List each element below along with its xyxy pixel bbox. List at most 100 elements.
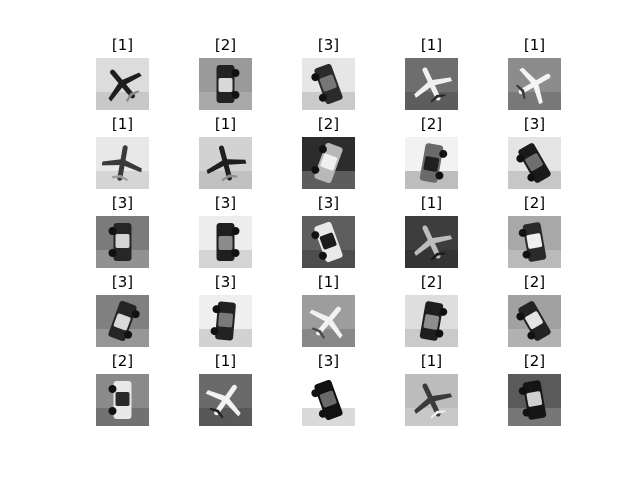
class-label: [2] bbox=[111, 352, 134, 370]
thumbnail-image bbox=[199, 374, 252, 426]
thumbnail-image bbox=[405, 216, 458, 268]
class-label: [1] bbox=[420, 194, 443, 212]
class-label: [1] bbox=[420, 352, 443, 370]
grid-cell: [1] bbox=[199, 351, 252, 430]
class-label: [3] bbox=[317, 36, 340, 54]
thumbnail-svg bbox=[405, 374, 458, 426]
thumbnail-image bbox=[508, 295, 561, 347]
thumbnail-image bbox=[199, 295, 252, 347]
grid-cell: [2] bbox=[96, 351, 149, 430]
class-label: [2] bbox=[420, 115, 443, 133]
thumbnail-svg bbox=[199, 295, 252, 347]
thumbnail-svg bbox=[508, 295, 561, 347]
thumbnail-svg bbox=[508, 374, 561, 426]
class-label: [3] bbox=[111, 273, 134, 291]
thumbnail-image bbox=[96, 295, 149, 347]
thumbnail-svg bbox=[508, 216, 561, 268]
thumbnail-svg bbox=[96, 216, 149, 268]
class-label: [2] bbox=[523, 273, 546, 291]
class-label: [1] bbox=[523, 36, 546, 54]
thumbnail-image bbox=[302, 58, 355, 110]
grid-cell: [1] bbox=[96, 35, 149, 114]
class-label: [2] bbox=[523, 352, 546, 370]
grid-cell: [1] bbox=[96, 114, 149, 193]
thumbnail-image bbox=[508, 216, 561, 268]
class-label: [2] bbox=[523, 194, 546, 212]
class-label: [3] bbox=[317, 194, 340, 212]
grid-cell: [2] bbox=[199, 35, 252, 114]
grid-cell: [3] bbox=[199, 193, 252, 272]
thumbnail-grid: [1] [2] [3] [1] [1] [1] [1] [2] [2] [3] [3] [3] [3] [… bbox=[96, 35, 561, 430]
thumbnail-svg bbox=[96, 137, 149, 189]
thumbnail-svg bbox=[508, 58, 561, 110]
thumbnail-svg bbox=[199, 216, 252, 268]
grid-cell: [3] bbox=[302, 193, 355, 272]
grid-cell: [1] bbox=[405, 35, 458, 114]
thumbnail-image bbox=[405, 137, 458, 189]
grid-cell: [2] bbox=[508, 351, 561, 430]
grid-cell: [3] bbox=[96, 193, 149, 272]
class-label: [2] bbox=[420, 273, 443, 291]
grid-cell: [2] bbox=[508, 193, 561, 272]
thumbnail-image bbox=[96, 137, 149, 189]
grid-cell: [1] bbox=[508, 35, 561, 114]
thumbnail-svg bbox=[302, 216, 355, 268]
thumbnail-image bbox=[302, 295, 355, 347]
thumbnail-svg bbox=[405, 295, 458, 347]
class-label: [1] bbox=[214, 352, 237, 370]
class-label: [1] bbox=[214, 115, 237, 133]
grid-cell: [1] bbox=[199, 114, 252, 193]
grid-cell: [2] bbox=[405, 272, 458, 351]
thumbnail-svg bbox=[405, 58, 458, 110]
thumbnail-svg bbox=[508, 137, 561, 189]
thumbnail-image bbox=[302, 374, 355, 426]
class-label: [1] bbox=[420, 36, 443, 54]
grid-cell: [2] bbox=[508, 272, 561, 351]
grid-cell: [2] bbox=[405, 114, 458, 193]
thumbnail-image bbox=[199, 58, 252, 110]
thumbnail-image bbox=[405, 374, 458, 426]
grid-cell: [3] bbox=[302, 35, 355, 114]
class-label: [3] bbox=[523, 115, 546, 133]
class-label: [3] bbox=[317, 352, 340, 370]
thumbnail-image bbox=[508, 374, 561, 426]
grid-cell: [1] bbox=[405, 193, 458, 272]
thumbnail-svg bbox=[199, 137, 252, 189]
class-label: [3] bbox=[111, 194, 134, 212]
thumbnail-svg bbox=[199, 374, 252, 426]
grid-cell: [1] bbox=[302, 272, 355, 351]
thumbnail-svg bbox=[405, 137, 458, 189]
thumbnail-svg bbox=[96, 295, 149, 347]
class-label: [2] bbox=[317, 115, 340, 133]
class-label: [3] bbox=[214, 273, 237, 291]
thumbnail-svg bbox=[405, 216, 458, 268]
class-label: [3] bbox=[214, 194, 237, 212]
thumbnail-svg bbox=[302, 137, 355, 189]
thumbnail-image bbox=[199, 216, 252, 268]
thumbnail-image bbox=[508, 137, 561, 189]
thumbnail-svg bbox=[302, 374, 355, 426]
thumbnail-svg bbox=[302, 295, 355, 347]
grid-cell: [2] bbox=[302, 114, 355, 193]
grid-cell: [1] bbox=[405, 351, 458, 430]
grid-cell: [3] bbox=[199, 272, 252, 351]
thumbnail-svg bbox=[199, 58, 252, 110]
class-label: [1] bbox=[317, 273, 340, 291]
thumbnail-image bbox=[405, 58, 458, 110]
thumbnail-image bbox=[508, 58, 561, 110]
class-label: [1] bbox=[111, 115, 134, 133]
thumbnail-image bbox=[302, 137, 355, 189]
thumbnail-svg bbox=[96, 58, 149, 110]
thumbnail-image bbox=[96, 58, 149, 110]
grid-cell: [3] bbox=[302, 351, 355, 430]
grid-cell: [3] bbox=[508, 114, 561, 193]
thumbnail-image bbox=[199, 137, 252, 189]
thumbnail-image bbox=[302, 216, 355, 268]
grid-cell: [3] bbox=[96, 272, 149, 351]
thumbnail-image bbox=[405, 295, 458, 347]
thumbnail-svg bbox=[96, 374, 149, 426]
thumbnail-svg bbox=[302, 58, 355, 110]
thumbnail-image bbox=[96, 374, 149, 426]
class-label: [1] bbox=[111, 36, 134, 54]
class-label: [2] bbox=[214, 36, 237, 54]
